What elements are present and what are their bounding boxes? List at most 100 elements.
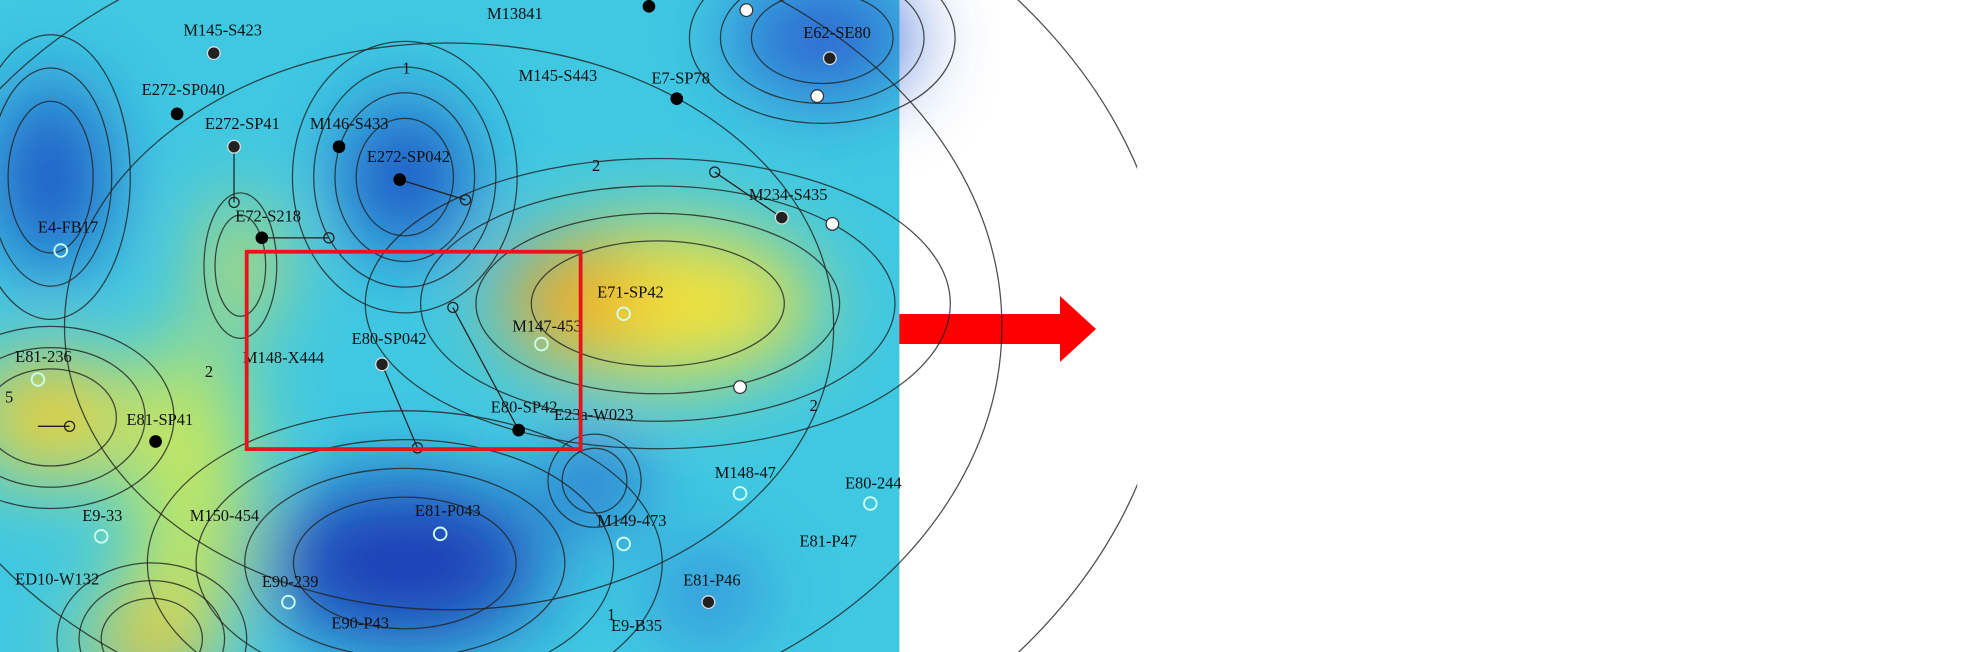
- contour-line: [1551, 213, 1915, 393]
- contour-line: [364, 157, 951, 450]
- contour-line: [1290, 215, 1341, 316]
- well-label: E80-SP042: [1427, 329, 1502, 348]
- well-label: E9-33: [82, 506, 122, 525]
- contour-line: [1389, 67, 1571, 287]
- contour-line: [419, 185, 896, 422]
- well-label: E81-P043: [1490, 501, 1556, 520]
- contour-line: [334, 92, 476, 263]
- well-label: E72-S218: [1311, 206, 1377, 225]
- contour-line: [78, 580, 226, 652]
- well-label: M145-S423: [183, 20, 262, 39]
- contour-line: [1320, 468, 1640, 652]
- well-label: E80-244: [1920, 473, 1977, 492]
- well: [774, 210, 789, 225]
- heat-blob: [132, 328, 247, 633]
- well-label: M234-S435: [1824, 185, 1903, 204]
- well: [1718, 0, 1731, 13]
- well: [1851, 211, 1864, 224]
- map-background: [1075, 0, 1974, 652]
- well-label: E4-FB17: [38, 218, 98, 237]
- heat-blob: [1284, 202, 1347, 329]
- well: [1809, 487, 1822, 500]
- contour-line: [0, 67, 113, 287]
- contour-line: [561, 447, 628, 514]
- well-label: ED10-W132: [1090, 569, 1174, 588]
- well-label: M147-453: [1588, 316, 1657, 335]
- contour-line: [313, 66, 497, 288]
- well-label: E272-SP41: [205, 114, 280, 133]
- contour-line: [0, 0, 1003, 652]
- well: [1469, 173, 1482, 186]
- well-label: E90-P43: [1407, 614, 1465, 633]
- contour-line: [0, 325, 175, 510]
- heat-blob: [1195, 617, 1258, 652]
- well: [1130, 244, 1143, 257]
- well-trace: [447, 301, 459, 314]
- contour-line: [1765, 0, 1977, 123]
- contour-line: [1031, 348, 1220, 488]
- contour-line: [195, 438, 615, 652]
- well-label: ED10-W132: [15, 569, 99, 588]
- well: [149, 435, 162, 448]
- well: [1170, 530, 1183, 543]
- well-label: E81-P043: [415, 501, 481, 520]
- well: [206, 46, 221, 61]
- well: [1939, 497, 1952, 510]
- contour-line: [7, 100, 94, 254]
- well: [1283, 47, 1296, 60]
- contour-line: [1369, 497, 1592, 629]
- well-trace: [1523, 302, 1533, 312]
- well-trace: [1536, 195, 1546, 205]
- contour-line: [1176, 598, 1277, 652]
- contour-line: [1410, 93, 1550, 262]
- well-trace: [1488, 443, 1498, 453]
- well: [1815, 4, 1828, 17]
- contour-line: [1607, 241, 1860, 366]
- well: [670, 92, 684, 105]
- well: [1107, 373, 1120, 386]
- well-trajectory: [381, 364, 419, 449]
- well-label: E62-SE80: [803, 23, 871, 42]
- contour-line: [292, 496, 517, 630]
- well-label: E81-SP41: [1202, 410, 1269, 429]
- well-trace: [63, 420, 76, 432]
- contour-line: [475, 212, 841, 395]
- well: [1693, 307, 1706, 320]
- well: [1746, 92, 1759, 105]
- well-trace: [1399, 233, 1409, 243]
- well-trace: [1140, 421, 1150, 431]
- heat-blob: [1341, 481, 1619, 645]
- heat-blob: [1575, 225, 1891, 382]
- well: [616, 306, 631, 321]
- heat-blob: [265, 480, 544, 646]
- well-label: E7-SP78: [651, 68, 709, 87]
- well-label: M149-473: [597, 511, 666, 530]
- contour-line: [1132, 563, 1322, 652]
- well-label: E7-SP78: [1727, 68, 1785, 87]
- well-label: E81-SP41: [127, 410, 194, 429]
- heat-blob: [733, 0, 911, 95]
- well: [170, 107, 184, 121]
- well-label: E272-SP040: [142, 80, 225, 99]
- well-trajectory: [452, 307, 520, 431]
- well: [281, 594, 296, 610]
- contour-line: [1154, 581, 1299, 652]
- contour-line: [56, 562, 248, 652]
- well-trajectory: [1790, 172, 1857, 218]
- well: [1408, 140, 1421, 153]
- well: [642, 0, 656, 13]
- contour-line: [1441, 159, 1977, 449]
- well-label: E272-SP41: [1280, 114, 1355, 133]
- well-label: E23a-W023: [554, 405, 633, 424]
- well-trace: [709, 166, 721, 178]
- contour-line: [1003, 326, 1250, 508]
- well: [739, 3, 754, 18]
- well: [227, 139, 241, 154]
- well-label: E81-236: [15, 347, 72, 366]
- contour-line: [1431, 118, 1528, 235]
- heat-blob: [1082, 380, 1158, 443]
- contour-line: [547, 433, 642, 528]
- well: [701, 595, 716, 610]
- heat-blob: [208, 202, 272, 329]
- well-label: M148-47: [1790, 463, 1851, 482]
